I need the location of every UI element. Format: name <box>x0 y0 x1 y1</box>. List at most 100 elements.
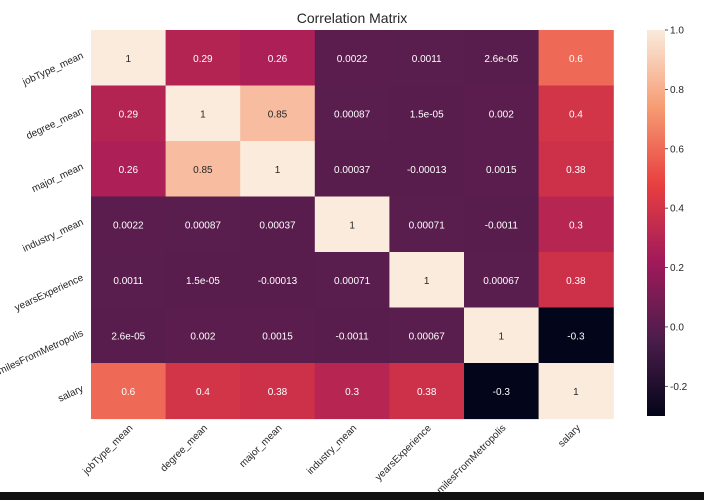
colorbar-tick-label: 0.0 <box>670 322 684 333</box>
heatmap-cell <box>389 252 465 309</box>
cell-value-label: 1.5e-05 <box>186 276 220 287</box>
colorbar: 1.0 0.8 0.6 0.4 0.2 0.0 -0.2 <box>647 26 688 416</box>
cell-value-label: -0.3 <box>493 387 511 398</box>
cell-value-label: 0.6 <box>121 387 135 398</box>
cell-value-label: 1 <box>275 165 281 176</box>
heatmap-cell <box>389 141 465 198</box>
cell-value-label: 2.6e-05 <box>484 54 518 65</box>
cell-value-label: 0.29 <box>193 54 213 65</box>
cell-value-label: 0.26 <box>119 165 139 176</box>
cell-value-label: 0.0015 <box>262 331 293 342</box>
column-tick-label: milesFromMetropolis <box>435 423 508 496</box>
column-tick-label: salary <box>556 423 583 450</box>
cell-value-label: 0.0011 <box>412 54 442 65</box>
heatmap-cell <box>538 30 614 87</box>
heatmap-cell <box>240 196 316 253</box>
colorbar-tick-label: 0.4 <box>670 204 684 215</box>
heatmap-cell <box>91 307 167 364</box>
heatmap-cell <box>314 307 390 364</box>
heatmap-cell <box>464 252 540 309</box>
heatmap-cell <box>240 85 316 142</box>
cell-value-label: 0.4 <box>196 387 210 398</box>
cell-value-label: 0.26 <box>268 54 288 65</box>
cell-value-label: 0.6 <box>569 54 583 65</box>
bottom-edge-bar <box>0 492 704 500</box>
cell-value-label: 0.00067 <box>409 331 446 342</box>
heatmap-cell <box>464 141 540 198</box>
cell-value-label: 0.0022 <box>113 220 144 231</box>
heatmap-cell <box>165 196 241 253</box>
cell-value-label: 0.0011 <box>113 276 143 287</box>
heatmap-cell <box>165 252 241 309</box>
cell-value-label: 0.3 <box>569 220 583 231</box>
cell-value-label: 1 <box>573 387 579 398</box>
cell-value-label: 0.0015 <box>486 165 517 176</box>
cell-value-label: 0.00071 <box>334 276 371 287</box>
row-tick-label: salary <box>56 383 85 404</box>
heatmap-cell <box>389 85 465 142</box>
heatmap-cell <box>240 141 316 198</box>
colorbar-tick-label: 0.6 <box>670 144 684 155</box>
heatmap-cell <box>240 30 316 87</box>
heatmap-cell <box>538 307 614 364</box>
cell-value-label: 1 <box>200 109 206 120</box>
cell-value-label: 0.38 <box>566 276 586 287</box>
cell-value-label: 0.002 <box>489 109 514 120</box>
heatmap-cell <box>538 363 614 420</box>
cell-value-label: 0.29 <box>119 109 139 120</box>
heatmap-cell <box>91 30 167 87</box>
row-tick-label: degree_mean <box>25 106 86 142</box>
heatmap-cell <box>314 30 390 87</box>
cell-value-label: 2.6e-05 <box>111 331 145 342</box>
cell-value-label: 0.38 <box>566 165 586 176</box>
cell-value-label: 0.00037 <box>259 220 296 231</box>
row-tick-label: major_mean <box>30 161 85 194</box>
heatmap-cell <box>314 252 390 309</box>
column-tick-label: degree_mean <box>159 423 210 474</box>
heatmap-cell <box>165 141 241 198</box>
cell-value-label: -0.0011 <box>485 220 519 231</box>
heatmap-cell <box>389 363 465 420</box>
heatmap-cell <box>314 363 390 420</box>
heatmap-cell <box>240 307 316 364</box>
chart-title: Correlation Matrix <box>297 10 407 26</box>
cell-value-label: -0.0011 <box>336 331 370 342</box>
cell-value-label: 0.38 <box>268 387 288 398</box>
heatmap-cell <box>91 363 167 420</box>
cell-value-label: -0.00013 <box>407 165 447 176</box>
row-tick-label: yearsExperience <box>13 272 86 314</box>
heatmap-cell <box>165 30 241 87</box>
heatmap-cell <box>538 141 614 198</box>
heatmap-cell <box>314 141 390 198</box>
cell-value-label: 0.85 <box>193 165 213 176</box>
cell-value-label: 0.00067 <box>483 276 520 287</box>
column-tick-label: yearsExperience <box>373 423 434 484</box>
cell-value-label: 0.85 <box>268 109 288 120</box>
heatmap-cell <box>91 196 167 253</box>
heatmap-cell <box>165 85 241 142</box>
heatmap-cell <box>389 307 465 364</box>
heatmap-cell <box>165 363 241 420</box>
column-tick-label: industry_mean <box>305 423 359 477</box>
colorbar-tick-label: 0.2 <box>670 263 684 274</box>
colorbar-tick-label: 0.8 <box>670 85 684 96</box>
colorbar-tick-label: 1.0 <box>670 26 684 37</box>
heatmap-cell <box>464 196 540 253</box>
cell-value-label: 0.3 <box>345 387 359 398</box>
row-tick-label: jobType_mean <box>20 50 85 88</box>
cell-value-label: 0.00087 <box>185 220 222 231</box>
cell-value-label: 1 <box>424 276 430 287</box>
heatmap-cell <box>165 307 241 364</box>
row-tick-label: milesFromMetropolis <box>0 328 85 377</box>
heatmap-cell <box>538 85 614 142</box>
heatmap-cell <box>389 196 465 253</box>
cell-value-label: 1 <box>126 54 132 65</box>
heatmap-cell <box>464 307 540 364</box>
cell-value-label: -0.00013 <box>258 276 298 287</box>
heatmap-cell <box>464 85 540 142</box>
cell-value-label: 0.00037 <box>334 165 371 176</box>
cell-value-label: -0.3 <box>567 331 585 342</box>
colorbar-tick-label: -0.2 <box>670 382 688 393</box>
heatmap-cell <box>464 363 540 420</box>
